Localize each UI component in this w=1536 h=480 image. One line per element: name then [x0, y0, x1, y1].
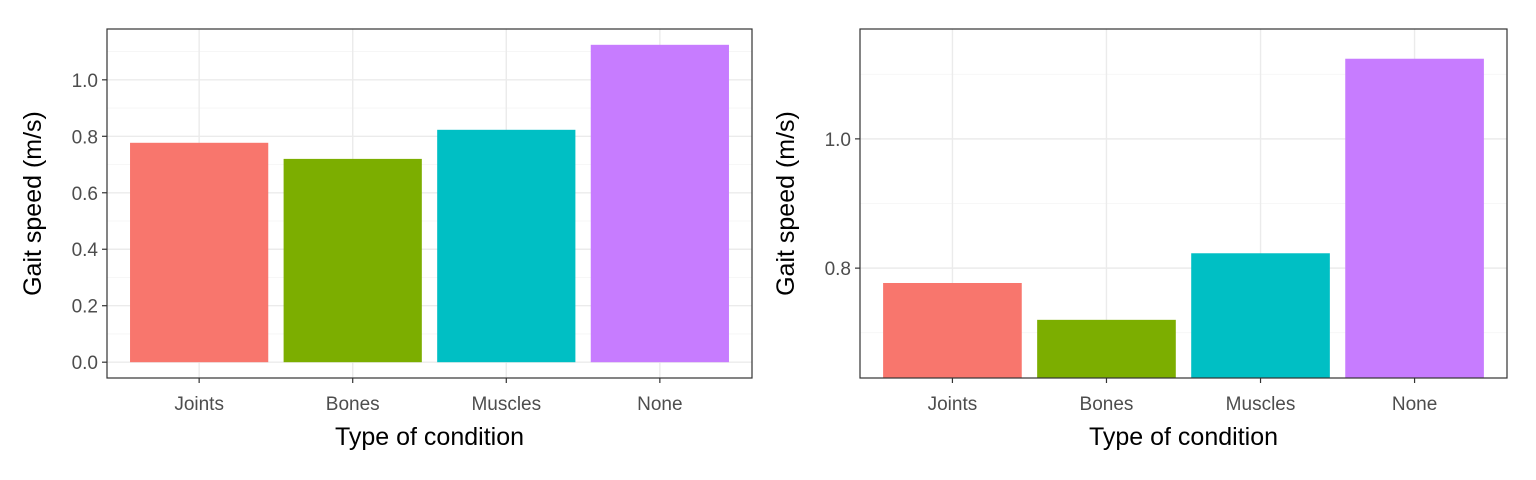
y-tick-label: 1.0: [825, 130, 851, 151]
x-tick-label: Bones: [1080, 394, 1134, 415]
panel-border: [859, 28, 1508, 379]
x-axis-title: Type of condition: [1089, 423, 1278, 451]
bar-joints: [130, 142, 269, 363]
bar-muscles: [1191, 253, 1330, 378]
y-tick-label: 0.8: [72, 127, 98, 148]
x-tick-label: None: [1392, 394, 1437, 415]
y-axis-title: Gait speed (m/s): [19, 111, 47, 296]
y-tick-label: 0.0: [72, 353, 98, 374]
bar-bones: [1037, 319, 1176, 378]
panel-border: [106, 28, 753, 379]
bar-chart-full-axis: 0.0 0.2 0.4 0.6 0.8 1.0 Joints Bones Muscles None…: [19, 28, 753, 451]
bar-chart-zoomed-axis: 0.8 1.0 Joints Bones Muscles None Type of cond…: [772, 28, 1508, 451]
x-tick-label: Muscles: [471, 394, 541, 415]
bar-joints: [883, 282, 1022, 378]
y-tick-label: 0.2: [72, 297, 98, 318]
x-tick-label: Muscles: [1226, 394, 1296, 415]
y-axis-title: Gait speed (m/s): [772, 111, 800, 296]
x-tick-label: Joints: [174, 394, 224, 415]
x-tick-label: None: [637, 394, 682, 415]
x-axis-title: Type of condition: [335, 423, 524, 451]
bar-none: [590, 44, 729, 363]
bar-bones: [283, 158, 422, 363]
bar-muscles: [437, 129, 576, 363]
y-tick-label: 0.6: [72, 184, 98, 205]
y-tick-label: 0.8: [825, 259, 851, 280]
y-tick-label: 0.4: [72, 240, 99, 261]
x-tick-label: Bones: [326, 394, 380, 415]
bar-none: [1345, 58, 1484, 379]
y-tick-label: 1.0: [72, 71, 98, 92]
x-tick-label: Joints: [928, 394, 978, 415]
